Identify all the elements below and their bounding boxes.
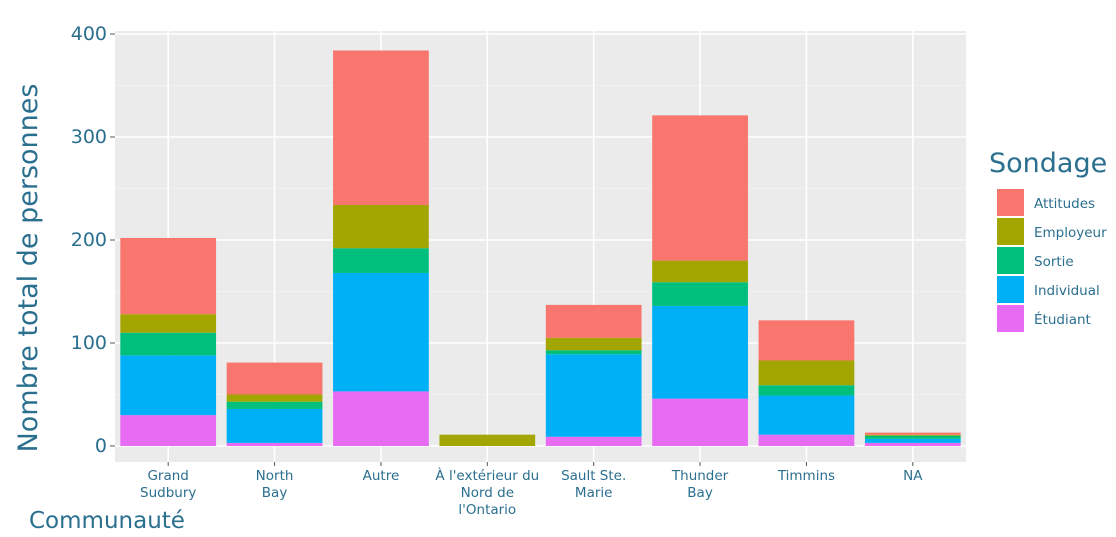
x-axis-title: Communauté bbox=[29, 508, 185, 534]
legend: Sondage Attitudes Employeur Sortie Individu… bbox=[989, 148, 1107, 332]
x-tick-label: North Bay bbox=[256, 468, 294, 501]
bar-segment bbox=[545, 436, 642, 446]
legend-label: Attitudes bbox=[1034, 196, 1095, 212]
y-tick-label: 100 bbox=[71, 332, 107, 354]
bar-segment bbox=[226, 408, 323, 443]
y-axis-title: Nombre total de personnes bbox=[13, 84, 44, 453]
y-tick-label: 0 bbox=[95, 435, 107, 457]
legend-swatch bbox=[997, 218, 1024, 245]
bar-segment bbox=[864, 442, 961, 446]
bar-segment bbox=[226, 442, 323, 446]
x-tick-label: Sault Ste. Marie bbox=[561, 468, 626, 501]
bar-segment bbox=[333, 248, 429, 273]
bar-segment bbox=[652, 282, 748, 306]
bar-segment bbox=[864, 432, 961, 435]
bar-segment bbox=[120, 332, 217, 356]
x-tick-label: Grand Sudbury bbox=[140, 468, 196, 501]
bar-segment bbox=[226, 394, 323, 402]
bar-segment bbox=[226, 362, 323, 395]
x-tick-label: Timmins bbox=[777, 468, 835, 484]
bar-segment bbox=[120, 237, 217, 315]
bar-segment bbox=[333, 50, 429, 205]
bar-segment bbox=[545, 337, 642, 351]
x-tick-label: À l'extérieur du Nord de l'Ontario bbox=[435, 467, 539, 518]
legend-swatch bbox=[997, 189, 1024, 216]
bar-segment bbox=[652, 398, 748, 446]
bar-segment bbox=[333, 204, 429, 249]
bar-segment bbox=[120, 415, 217, 446]
y-tick-label: 400 bbox=[71, 23, 107, 45]
bar-segment bbox=[545, 354, 642, 437]
bar-segment bbox=[864, 435, 961, 439]
bar-segment bbox=[545, 304, 642, 338]
legend-label: Étudiant bbox=[1034, 311, 1091, 328]
legend-label: Individual bbox=[1034, 283, 1100, 299]
legend-swatch bbox=[997, 276, 1024, 303]
bar-segment bbox=[545, 350, 642, 355]
bar-segment bbox=[120, 314, 217, 333]
x-tick-label: NA bbox=[903, 468, 923, 484]
bar-segment bbox=[758, 434, 855, 446]
bar-segment bbox=[333, 391, 429, 446]
x-tick-label: Thunder Bay bbox=[671, 468, 729, 501]
bar-segment bbox=[226, 401, 323, 409]
legend-swatch bbox=[997, 305, 1024, 332]
y-tick-label: 200 bbox=[71, 229, 107, 251]
legend-label: Employeur bbox=[1034, 225, 1107, 241]
bar-segment bbox=[652, 260, 748, 283]
legend-label: Sortie bbox=[1034, 254, 1074, 270]
bar-segment bbox=[864, 434, 961, 436]
bar-segment bbox=[120, 355, 217, 416]
bar-segment bbox=[652, 305, 748, 399]
legend-title: Sondage bbox=[989, 148, 1107, 179]
y-axis-ticks: 0 100 200 300 400 bbox=[71, 23, 115, 457]
legend-swatch bbox=[997, 247, 1024, 274]
bars bbox=[120, 50, 961, 446]
bar-segment bbox=[864, 438, 961, 443]
x-tick-label: Autre bbox=[363, 468, 400, 484]
bar-segment bbox=[758, 385, 855, 396]
x-axis-ticks: Grand Sudbury North Bay Autre À l'extérieur d… bbox=[140, 462, 923, 518]
bar-segment bbox=[652, 115, 748, 261]
bar-segment bbox=[758, 395, 855, 435]
bar-segment bbox=[333, 272, 429, 392]
bar-segment bbox=[758, 360, 855, 386]
bar-segment bbox=[439, 434, 536, 446]
y-tick-label: 300 bbox=[71, 126, 107, 148]
bar-segment bbox=[758, 320, 855, 361]
